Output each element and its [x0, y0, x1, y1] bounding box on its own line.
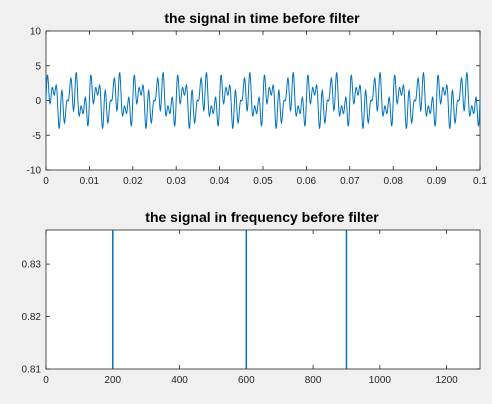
time-plot-xtick-label: 0.04: [210, 176, 230, 187]
time-plot-xtick-label: 0.1: [473, 176, 487, 187]
time-plot-xtick-label: 0.03: [166, 176, 186, 187]
frequency-plot: the signal in frequency before filter 0 2…: [22, 209, 480, 386]
frequency-plot-ytick-label: 0.83: [22, 260, 42, 271]
time-plot-xtick-label: 0.05: [253, 176, 273, 187]
frequency-plot-xtick-label: 600: [238, 375, 255, 386]
time-plot-ytick-label: 10: [30, 27, 42, 38]
time-plot-ytick-label: -10: [27, 166, 42, 177]
frequency-plot-xtick-label: 0: [43, 375, 49, 386]
time-plot-xtick-label: 0.01: [80, 176, 100, 187]
time-plot-xtick-label: 0.07: [340, 176, 360, 187]
frequency-plot-ytick-label: 0.81: [22, 365, 42, 376]
frequency-plot-xtick-label: 1200: [435, 375, 458, 386]
frequency-plot-xtick-label: 1000: [369, 375, 392, 386]
time-plot-xtick-label: 0: [43, 176, 49, 187]
frequency-plot-axes: [46, 230, 480, 369]
frequency-plot-title: the signal in frequency before filter: [145, 209, 379, 225]
frequency-plot-ytick-label: 0.82: [22, 312, 42, 323]
time-plot-ytick-label: 5: [35, 61, 41, 72]
frequency-plot-xtick-label: 400: [171, 375, 188, 386]
time-plot-title: the signal in time before filter: [164, 10, 360, 26]
time-plot: the signal in time before filter 0 0.01 0.…: [27, 10, 488, 187]
frequency-plot-xtick-label: 200: [104, 375, 121, 386]
time-plot-xtick-label: 0.02: [123, 176, 143, 187]
time-plot-ytick-label: 0: [35, 96, 41, 107]
time-plot-xtick-label: 0.09: [427, 176, 447, 187]
time-plot-xtick-label: 0.08: [383, 176, 403, 187]
time-plot-ytick-label: -5: [32, 131, 41, 142]
frequency-plot-xtick-label: 800: [305, 375, 322, 386]
time-plot-xtick-label: 0.06: [297, 176, 317, 187]
